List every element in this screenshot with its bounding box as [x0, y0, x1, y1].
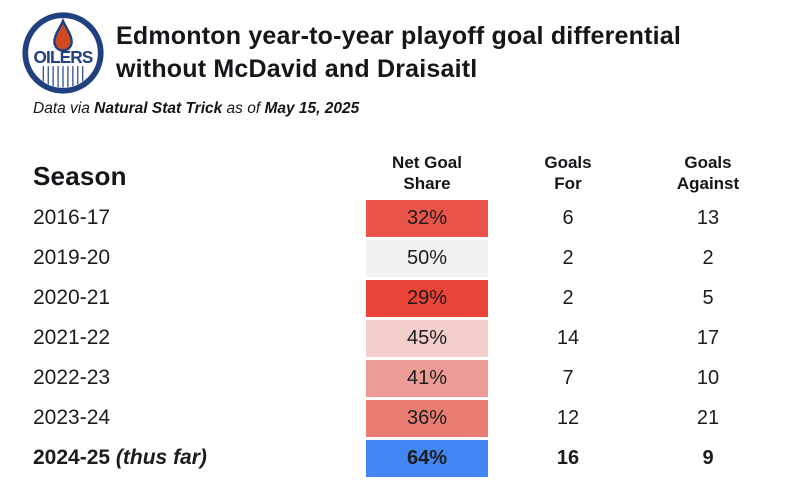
table-row: 2023-24 36% 12 21 — [33, 398, 807, 438]
logo-ring — [22, 12, 104, 94]
net-goal-share-cell: 36% — [366, 399, 488, 437]
net-goal-share-cell: 64% — [366, 439, 488, 477]
season-label: 2022-23 — [33, 366, 111, 389]
column-header-goals-against: Goals Against — [676, 152, 740, 193]
net-goal-share-cell: 41% — [366, 359, 488, 397]
net-goal-share-cell: 29% — [366, 279, 488, 317]
column-header-season: Season — [33, 161, 127, 191]
page-title: Edmonton year-to-year playoff goal diffe… — [116, 22, 682, 83]
goals-for-value: 16 — [556, 446, 580, 469]
table-row: 2019-20 50% 2 2 — [33, 238, 807, 278]
season-label: 2020-21 — [33, 286, 111, 309]
season-label: 2024-25 (thus far) — [33, 446, 366, 470]
goals-for-value: 2 — [562, 286, 574, 309]
table-row: 2016-17 32% 6 13 — [33, 198, 807, 238]
goals-for-value: 6 — [562, 206, 574, 229]
logo-wordmark: OILERS — [33, 47, 92, 67]
subtitle-source: Natural Stat Trick — [94, 100, 223, 117]
goals-against-value: 21 — [696, 406, 720, 429]
net-goal-share-cell: 45% — [366, 319, 488, 357]
column-header-goals-for: Goals For — [544, 152, 592, 193]
goal-differential-table: Season Net Goal Share Goals For Goals Ag… — [0, 144, 807, 478]
goals-for-value: 7 — [562, 366, 574, 389]
season-year: 2024-25 — [33, 446, 111, 469]
goals-against-value: 10 — [696, 366, 720, 389]
net-goal-share-cell: 50% — [366, 239, 488, 277]
goals-for-value: 2 — [562, 246, 574, 269]
goals-for-value: 12 — [556, 406, 580, 429]
goals-against-value: 5 — [702, 286, 714, 309]
season-suffix: (thus far) — [110, 446, 207, 469]
season-label: 2023-24 — [33, 406, 111, 429]
subtitle-date: May 15, 2025 — [264, 100, 360, 117]
goals-against-value: 9 — [702, 446, 714, 469]
table-row: 2022-23 41% 7 10 — [33, 358, 807, 398]
oilers-logo: OILERS — [22, 12, 104, 94]
table-row-current-season: 2024-25 (thus far) 64% 16 9 — [33, 438, 807, 478]
subtitle-middle: as of — [222, 100, 265, 117]
table-row: 2020-21 29% 2 5 — [33, 278, 807, 318]
table-header-row: Season Net Goal Share Goals For Goals Ag… — [33, 144, 807, 198]
goals-against-value: 13 — [696, 206, 720, 229]
data-source-note: Data via Natural Stat Trick as of May 15… — [33, 100, 807, 118]
season-label: 2021-22 — [33, 326, 111, 349]
goals-against-value: 2 — [702, 246, 714, 269]
goals-for-value: 14 — [556, 326, 580, 349]
net-goal-share-cell: 32% — [366, 199, 488, 237]
subtitle-prefix: Data via — [33, 100, 95, 117]
logo-stripes — [42, 66, 84, 88]
oil-drop-icon — [53, 18, 73, 52]
table-row: 2021-22 45% 14 17 — [33, 318, 807, 358]
column-header-net-goal-share: Net Goal Share — [392, 152, 462, 193]
header: OILERS Edmonton year-to-year playoff goa… — [0, 0, 807, 94]
season-label: 2019-20 — [33, 246, 111, 269]
season-label: 2016-17 — [33, 206, 111, 229]
goals-against-value: 17 — [696, 326, 720, 349]
